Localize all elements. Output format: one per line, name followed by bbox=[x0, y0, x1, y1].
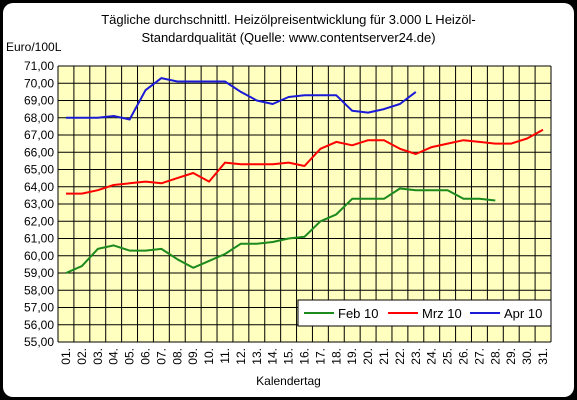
chart-title: Tägliche durchschnittl. Heizölpreisentwi… bbox=[101, 12, 476, 27]
y-tick-label: 68,00 bbox=[24, 111, 54, 125]
y-tick-label: 55,00 bbox=[24, 335, 54, 349]
y-tick-label: 66,00 bbox=[24, 145, 54, 159]
x-tick-label: 08. bbox=[170, 348, 184, 365]
series-line-feb-10 bbox=[65, 187, 496, 274]
x-tick-label: 13. bbox=[250, 348, 264, 365]
x-tick-label: 12. bbox=[234, 348, 248, 365]
y-tick-label: 57,00 bbox=[24, 301, 54, 315]
legend-label: Feb 10 bbox=[338, 306, 378, 321]
y-tick-label: 64,00 bbox=[24, 180, 54, 194]
legend-label: Mrz 10 bbox=[422, 306, 462, 321]
x-tick-label: 25. bbox=[441, 348, 455, 365]
y-tick-label: 60,00 bbox=[24, 249, 54, 263]
y-tick-label: 70,00 bbox=[24, 76, 54, 90]
x-tick-label: 16. bbox=[298, 348, 312, 365]
x-tick-label: 20. bbox=[361, 348, 375, 365]
x-tick-label: 26. bbox=[457, 348, 471, 365]
x-tick-label: 07. bbox=[154, 348, 168, 365]
x-tick-label: 28. bbox=[488, 348, 502, 365]
y-tick-label: 67,00 bbox=[24, 128, 54, 142]
y-tick-label: 69,00 bbox=[24, 94, 54, 108]
x-tick-label: 30. bbox=[520, 348, 534, 365]
x-tick-label: 24. bbox=[425, 348, 439, 365]
x-tick-label: 01. bbox=[59, 348, 73, 365]
x-tick-label: 06. bbox=[138, 348, 152, 365]
y-tick-label: 59,00 bbox=[24, 266, 54, 280]
y-tick-label: 61,00 bbox=[24, 232, 54, 246]
x-tick-label: 23. bbox=[409, 348, 423, 365]
x-tick-label: 04. bbox=[107, 348, 121, 365]
y-axis-label: Euro/100L bbox=[6, 40, 62, 54]
y-tick-label: 56,00 bbox=[24, 318, 54, 332]
x-tick-label: 27. bbox=[472, 348, 486, 365]
x-tick-label: 18. bbox=[329, 348, 343, 365]
plot-layer: 55,00 56,00 57,00 58,00 59,00 60,00 61,00 62,00… bbox=[24, 59, 552, 365]
x-tick-label: 19. bbox=[345, 348, 359, 365]
y-tick-label: 58,00 bbox=[24, 283, 54, 297]
x-axis-label: Kalendertag bbox=[256, 374, 321, 388]
x-tick-label: 29. bbox=[504, 348, 518, 365]
x-tick-label: 15. bbox=[282, 348, 296, 365]
y-tick-label: 71,00 bbox=[24, 59, 54, 73]
y-tick-label: 65,00 bbox=[24, 163, 54, 177]
x-tick-label: 03. bbox=[91, 348, 105, 365]
series-line-apr-10 bbox=[66, 77, 417, 121]
x-tick-label: 17. bbox=[313, 348, 327, 365]
x-tick-label: 14. bbox=[266, 348, 280, 365]
y-tick-label: 62,00 bbox=[24, 214, 54, 228]
x-tick-label: 02. bbox=[75, 348, 89, 365]
x-tick-label: 09. bbox=[186, 348, 200, 365]
legend-label: Apr 10 bbox=[504, 306, 542, 321]
x-tick-label: 05. bbox=[123, 348, 137, 365]
x-tick-label: 21. bbox=[377, 348, 391, 365]
legend-box bbox=[297, 299, 552, 327]
x-tick-label: 31. bbox=[536, 348, 550, 365]
y-tick-label: 63,00 bbox=[24, 197, 54, 211]
chart-subtitle: Standardqualität (Quelle: www.contentser… bbox=[141, 30, 436, 45]
x-tick-label: 11. bbox=[218, 348, 232, 364]
x-tick-label: 22. bbox=[393, 348, 407, 365]
series-line-mrz-10 bbox=[66, 128, 544, 195]
x-tick-label: 10. bbox=[202, 348, 216, 365]
